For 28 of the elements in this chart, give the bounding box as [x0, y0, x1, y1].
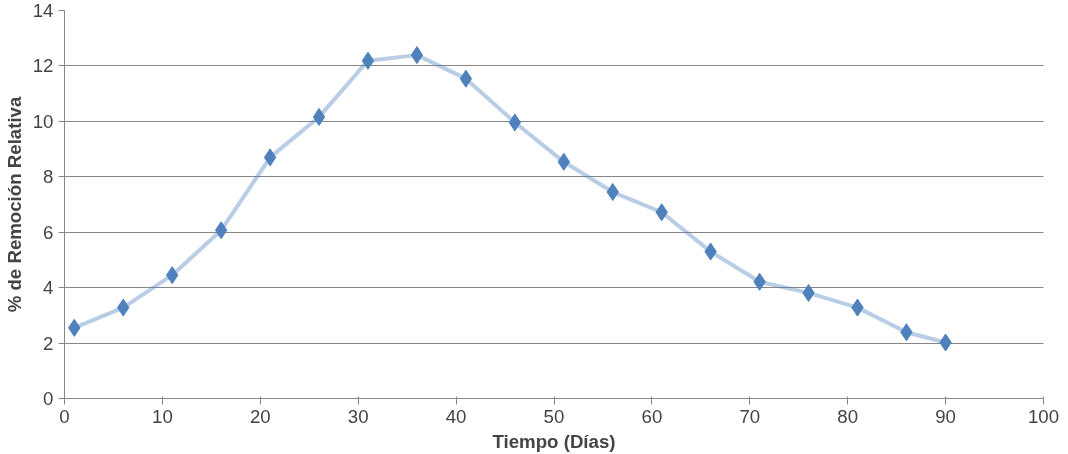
x-tick-label: 20	[249, 405, 271, 427]
y-tick-label: 12	[32, 55, 54, 77]
x-tick-label: 70	[739, 405, 761, 427]
x-axis-title: Tiempo (Días)	[492, 430, 616, 452]
point	[410, 46, 424, 65]
y-tick-label: 2	[43, 332, 54, 354]
y-tick-label: 10	[32, 110, 54, 132]
point	[361, 51, 375, 70]
x-tick-label: 40	[445, 405, 467, 427]
point	[263, 148, 277, 167]
point	[459, 69, 473, 88]
x-tick-label: 80	[837, 405, 859, 427]
x-tick-label: 60	[641, 405, 663, 427]
x-tick-label: 100	[1027, 405, 1060, 427]
x-tick-label: 30	[347, 405, 369, 427]
y-tick-label: 6	[43, 221, 54, 243]
point	[508, 113, 522, 132]
point	[312, 107, 326, 126]
x-tick-label: 0	[59, 405, 70, 427]
y-tick-label: 14	[32, 0, 54, 21]
y-axis-title: % de Remoción Relativa	[3, 96, 25, 313]
point	[214, 221, 228, 240]
y-tick-label: 4	[43, 277, 54, 299]
y-tick-label: 8	[43, 166, 54, 188]
x-tick-label: 50	[543, 405, 565, 427]
y-tick-label: 0	[43, 388, 54, 409]
x-tick-label: 10	[152, 405, 173, 427]
x-tick-label: 90	[935, 405, 956, 427]
